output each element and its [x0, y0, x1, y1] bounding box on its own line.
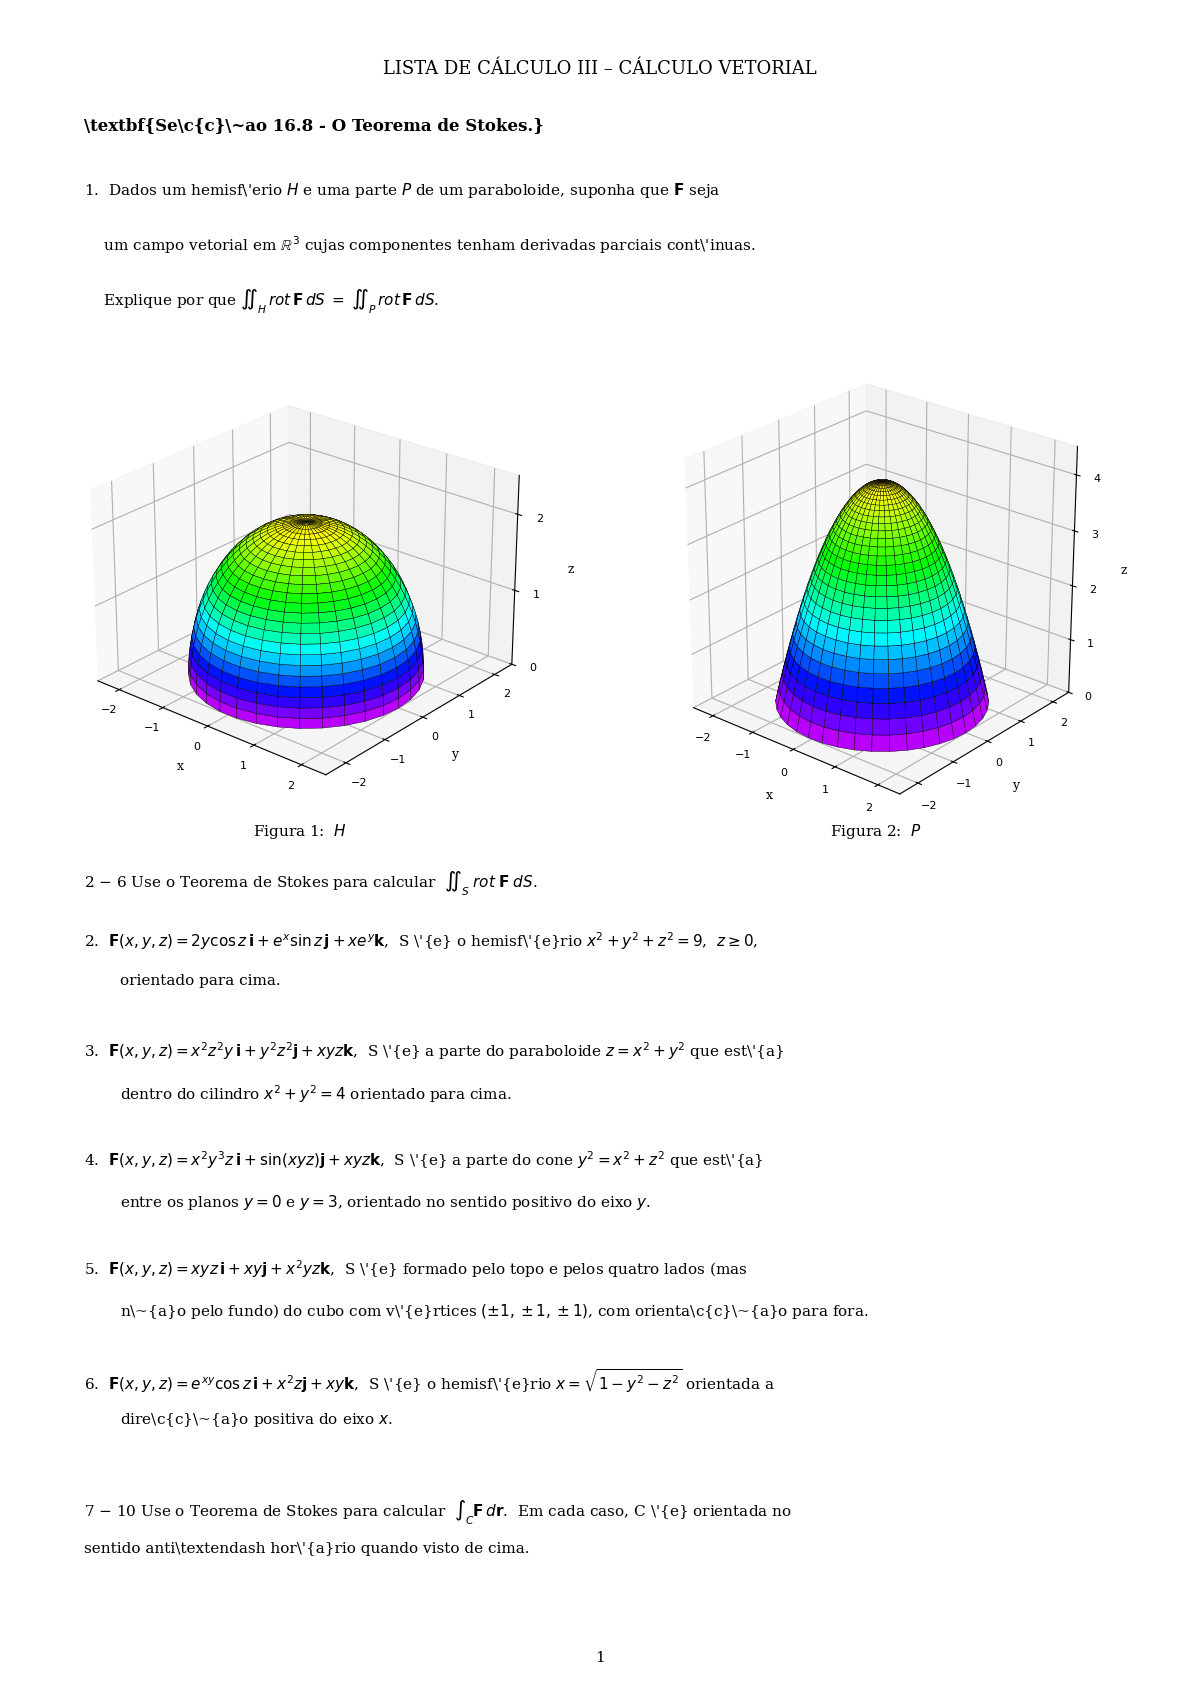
Y-axis label: y: y: [1013, 779, 1020, 791]
Text: \textbf{Se\c{c}\~ao 16.8 - O Teorema de Stokes.}: \textbf{Se\c{c}\~ao 16.8 - O Teorema de …: [84, 117, 544, 134]
Y-axis label: y: y: [451, 748, 458, 762]
Text: 7 $-$ 10 Use o Teorema de Stokes para calcular  $\int_C \mathbf{F} \, d\mathbf{r: 7 $-$ 10 Use o Teorema de Stokes para ca…: [84, 1498, 792, 1527]
Text: dentro do cilindro $x^2+y^2=4$ orientado para cima.: dentro do cilindro $x^2+y^2=4$ orientado…: [120, 1084, 511, 1105]
Text: n\~{a}o pelo fundo) do cubo com v\'{e}rtices $(\pm 1, \pm 1, \pm 1)$, com orient: n\~{a}o pelo fundo) do cubo com v\'{e}rt…: [120, 1302, 869, 1320]
Text: entre os planos $y=0$ e $y=3$, orientado no sentido positivo do eixo $y$.: entre os planos $y=0$ e $y=3$, orientado…: [120, 1193, 652, 1212]
Text: 2.  $\mathbf{F}(x,y,z) = 2y\cos z\,\mathbf{i} + e^x\sin z\,\mathbf{j} + xe^y\mat: 2. $\mathbf{F}(x,y,z) = 2y\cos z\,\mathb…: [84, 930, 758, 952]
X-axis label: x: x: [766, 789, 773, 803]
Text: Explique por que $\iint_H \, rot \, \mathbf{F} \, dS \; = \; \iint_P \, rot \, \: Explique por que $\iint_H \, rot \, \mat…: [84, 288, 439, 316]
Text: 5.  $\mathbf{F}(x,y,z) = xyz\,\mathbf{i} + xy\mathbf{j} + x^2yz\mathbf{k}$,  S \: 5. $\mathbf{F}(x,y,z) = xyz\,\mathbf{i} …: [84, 1259, 748, 1280]
Text: 4.  $\mathbf{F}(x,y,z) = x^2y^3z\,\mathbf{i} + \sin(xyz)\mathbf{j} + xyz\mathbf{: 4. $\mathbf{F}(x,y,z) = x^2y^3z\,\mathbf…: [84, 1149, 763, 1171]
Text: 1.  Dados um hemisf\'erio $H$ e uma parte $P$ de um paraboloide, suponha que $\m: 1. Dados um hemisf\'erio $H$ e uma parte…: [84, 182, 720, 200]
Text: 2 $-$ 6 Use o Teorema de Stokes para calcular  $\iint_S \; rot \; \mathbf{F} \; : 2 $-$ 6 Use o Teorema de Stokes para cal…: [84, 869, 538, 898]
Text: Figura 2:  $P$: Figura 2: $P$: [830, 821, 922, 842]
Text: um campo vetorial em $\mathbb{R}^3$ cujas componentes tenham derivadas parciais : um campo vetorial em $\mathbb{R}^3$ cuja…: [84, 234, 756, 256]
Text: 3.  $\mathbf{F}(x,y,z) = x^2z^2y\,\mathbf{i} + y^2z^2\mathbf{j} + xyz\mathbf{k}$: 3. $\mathbf{F}(x,y,z) = x^2z^2y\,\mathbf…: [84, 1040, 785, 1062]
X-axis label: x: x: [176, 760, 184, 774]
Text: orientado para cima.: orientado para cima.: [120, 974, 281, 988]
Text: sentido anti\textendash hor\'{a}rio quando visto de cima.: sentido anti\textendash hor\'{a}rio quan…: [84, 1543, 529, 1556]
Text: 6.  $\mathbf{F}(x,y,z) = e^{xy}\cos z\,\mathbf{i} + x^2z\mathbf{j} + xy\mathbf{k: 6. $\mathbf{F}(x,y,z) = e^{xy}\cos z\,\m…: [84, 1368, 775, 1395]
Text: Figura 1:  $H$: Figura 1: $H$: [253, 821, 347, 842]
Text: 1: 1: [595, 1651, 605, 1665]
Text: LISTA DE CÁLCULO III – CÁLCULO VETORIAL: LISTA DE CÁLCULO III – CÁLCULO VETORIAL: [383, 59, 817, 78]
Text: dire\c{c}\~{a}o positiva do eixo $x$.: dire\c{c}\~{a}o positiva do eixo $x$.: [120, 1412, 392, 1429]
